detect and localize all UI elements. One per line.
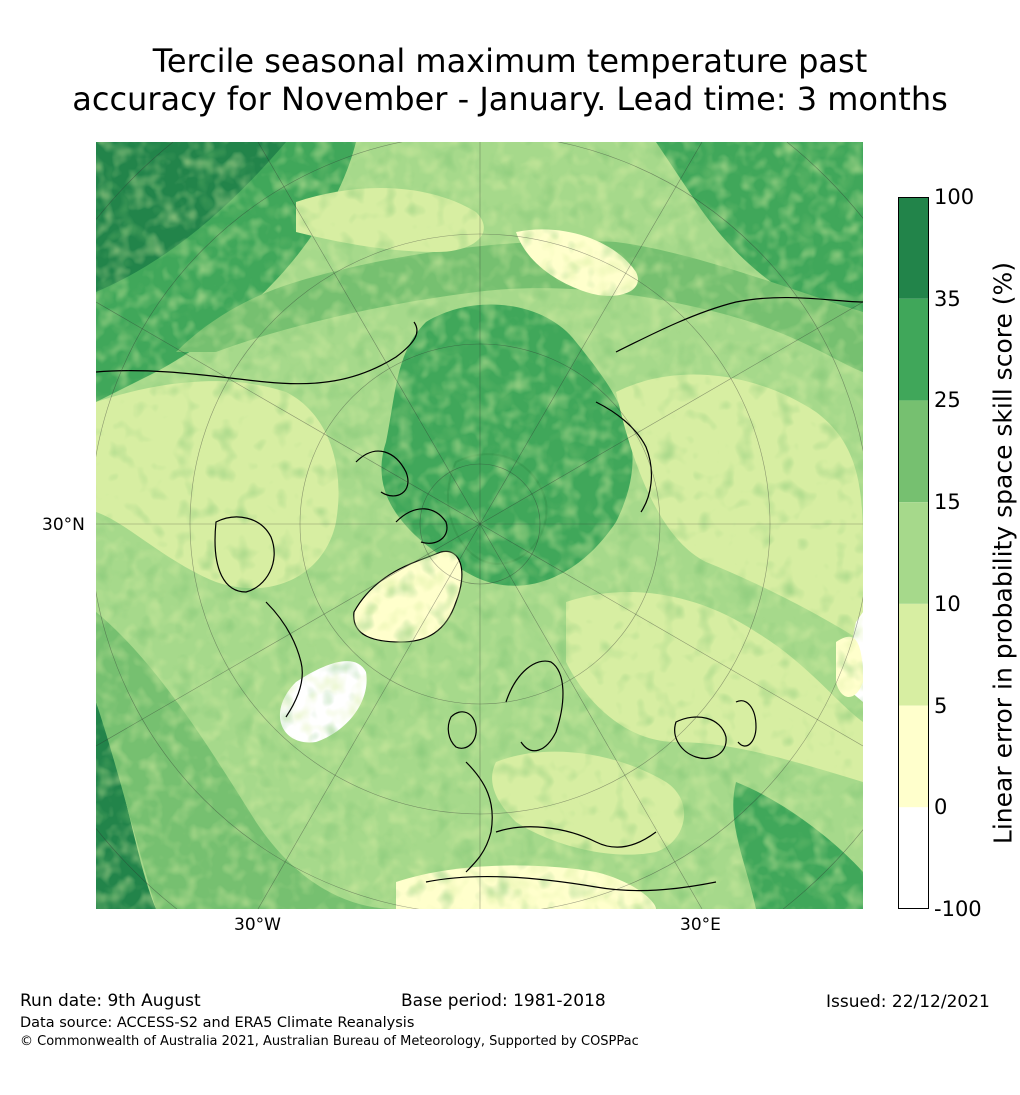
colorbar (898, 197, 929, 909)
skill-map (96, 142, 863, 909)
data-source: Data source: ACCESS-S2 and ERA5 Climate … (20, 1015, 415, 1031)
graticule (96, 142, 863, 909)
run-date: Run date: 9th August (20, 991, 201, 1011)
meridian-150e (479, 142, 703, 525)
coastline-labrador (265, 601, 303, 718)
colorbar-segment (898, 502, 929, 604)
coastline-africa-north (425, 875, 717, 892)
colorbar-segment (898, 400, 929, 503)
coastline-scandinavia (505, 660, 564, 752)
colorbar-label: Linear error in probability space skill … (988, 261, 1018, 845)
meridian-60w (96, 523, 481, 747)
map-title-line-1: Tercile seasonal maximum temperature pas… (152, 42, 868, 80)
colorbar-segment (898, 298, 929, 401)
colorbar-tick-label: 10 (934, 591, 961, 616)
coastline-europe-west (465, 761, 493, 873)
meridian-150w (257, 142, 481, 525)
colorbar-tick-label: -100 (934, 897, 982, 921)
coastline-black-caspian (674, 700, 757, 759)
parallel-60n (189, 233, 771, 815)
coastline-kara-sea (595, 401, 652, 513)
copyright: © Commonwealth of Australia 2021, Austra… (20, 1034, 639, 1049)
coastline-canadian-archipelago (355, 450, 448, 544)
colorbar-segment (898, 197, 929, 299)
meridian-120w (96, 301, 481, 525)
coastline-mediterranean (495, 826, 657, 848)
issued-date: Issued: 22/12/2021 (826, 992, 990, 1012)
coastline-eurasia-north (615, 296, 863, 353)
base-period: Base period: 1981-2018 (401, 991, 606, 1011)
colorbar-tick-label: 100 (934, 185, 975, 209)
colorbar-segment (898, 603, 929, 706)
meridian-120e (479, 301, 863, 525)
parallel-80n (419, 463, 541, 585)
longitude-label-30e: 30°E (680, 915, 721, 935)
colorbar-tick-label: 35 (934, 286, 961, 311)
colorbar-segment (898, 807, 929, 909)
coastline-north-america (96, 321, 418, 385)
colorbar-tick-label: 15 (934, 490, 961, 515)
meridian-30e (479, 523, 703, 909)
colorbar-tick-label: 5 (934, 693, 948, 718)
colorbar-tick-label: 25 (934, 388, 961, 413)
parallel-70n (299, 343, 661, 705)
latitude-label-30n: 30°N (42, 515, 85, 535)
colorbar-tick-label: 0 (934, 795, 948, 820)
coastline-british-isles (447, 711, 477, 749)
meridian-30w (257, 523, 481, 909)
meridian-60e (479, 523, 863, 747)
coastlines (96, 296, 863, 892)
coastline-hudson-bay (214, 516, 275, 593)
longitude-label-30w: 30°W (234, 915, 281, 935)
colorbar-segment (898, 705, 929, 808)
texture-speckle-mid (96, 142, 863, 909)
map-title-line-2: accuracy for November - January. Lead ti… (72, 80, 948, 118)
